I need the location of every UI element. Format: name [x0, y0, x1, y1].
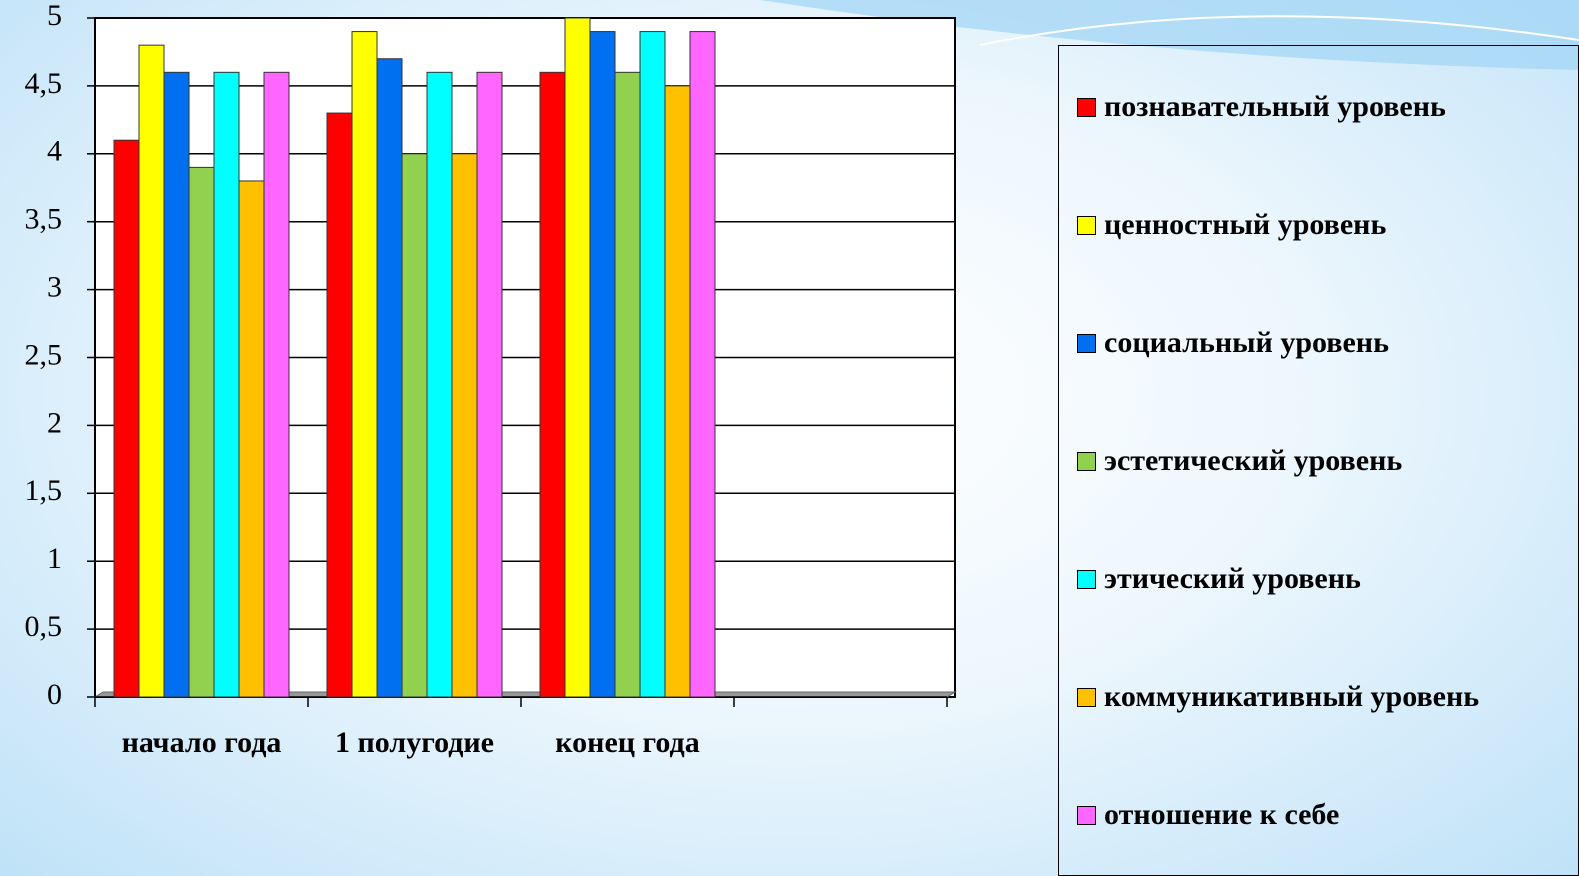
legend-swatch: [1077, 333, 1096, 353]
bar: [263, 71, 290, 698]
y-tick-label: 2,5: [25, 338, 63, 371]
legend-item: познавательный уровень: [1077, 90, 1446, 124]
legend-item: эстетический уровень: [1077, 444, 1402, 478]
bar: [376, 58, 403, 698]
bar: [113, 139, 140, 698]
bar: [213, 71, 240, 698]
y-tick-label: 5: [47, 0, 62, 32]
legend: познавательный уровень ценностный уровень…: [1058, 45, 1579, 876]
legend-label: отношение к себе: [1104, 798, 1340, 831]
bar: [539, 71, 566, 698]
bar: [664, 85, 691, 698]
legend-swatch: [1077, 215, 1096, 235]
legend-item: социальный уровень: [1077, 326, 1389, 360]
bar: [188, 166, 215, 698]
legend-item: отношение к себе: [1077, 798, 1339, 832]
legend-label: эстетический уровень: [1104, 444, 1403, 477]
legend-label: коммуникативный уровень: [1104, 680, 1480, 713]
bar: [639, 31, 666, 698]
bar: [326, 112, 353, 698]
decor-swoosh: [760, 0, 1579, 70]
y-tick-label: 3,5: [25, 203, 63, 236]
legend-item: этический уровень: [1077, 562, 1361, 596]
bar: [564, 17, 591, 698]
y-tick-label: 4,5: [25, 67, 63, 100]
legend-item: ценностный уровень: [1077, 208, 1386, 242]
legend-swatch: [1077, 687, 1096, 707]
legend-swatch: [1077, 805, 1096, 825]
legend-label: познавательный уровень: [1104, 90, 1446, 123]
legend-label: этический уровень: [1104, 562, 1361, 595]
legend-item: коммуникативный уровень: [1077, 680, 1479, 714]
y-tick-label: 3: [47, 270, 62, 303]
y-tick-label: 2: [47, 406, 62, 439]
x-tick-label: конец года: [555, 726, 700, 759]
legend-swatch: [1077, 569, 1096, 589]
legend-label: социальный уровень: [1104, 326, 1389, 359]
x-tick-label: начало года: [121, 726, 282, 759]
legend-swatch: [1077, 97, 1096, 117]
bar: [138, 44, 165, 698]
legend-label: ценностный уровень: [1104, 208, 1387, 241]
y-tick-label: 1: [47, 542, 62, 575]
bar: [238, 180, 265, 698]
bar: [401, 153, 428, 698]
x-tick-label: 1 полугодие: [334, 726, 494, 759]
bar: [689, 31, 716, 698]
bar: [589, 31, 616, 698]
legend-swatch: [1077, 451, 1096, 471]
y-tick-label: 4: [47, 135, 62, 168]
bar: [426, 71, 453, 698]
y-tick-label: 1,5: [25, 474, 63, 507]
bar: [614, 71, 641, 698]
decor-line: [979, 15, 1579, 46]
y-tick-label: 0,5: [25, 610, 63, 643]
bar: [351, 31, 378, 698]
bar: [163, 71, 190, 698]
bar: [451, 153, 478, 698]
bar: [476, 71, 503, 698]
y-tick-label: 0: [47, 678, 62, 711]
